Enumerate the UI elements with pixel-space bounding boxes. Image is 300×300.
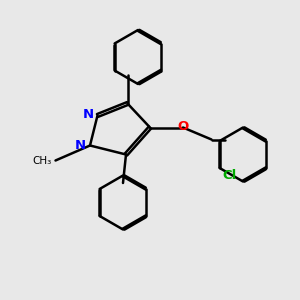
Text: N: N <box>82 107 94 121</box>
Text: O: O <box>177 120 189 134</box>
Text: CH₃: CH₃ <box>33 155 52 166</box>
Text: Cl: Cl <box>222 169 237 182</box>
Text: N: N <box>75 139 86 152</box>
